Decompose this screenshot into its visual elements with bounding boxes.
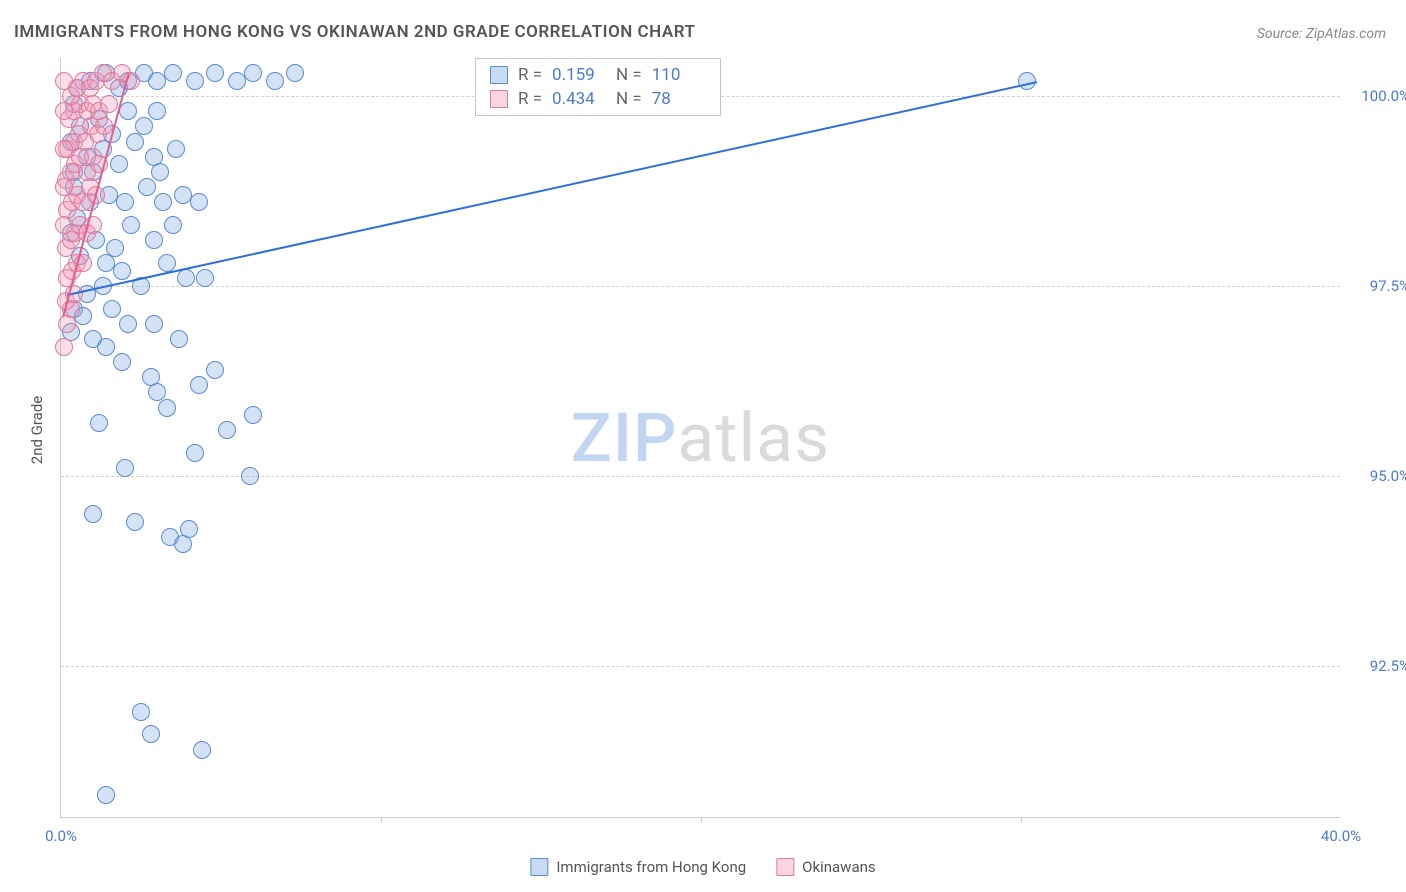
scatter-point [177,269,195,287]
swatch-pink-icon [776,858,794,876]
scatter-point [145,231,163,249]
y-tick-label: 100.0% [1350,87,1406,105]
scatter-point [55,338,73,356]
scatter-point [196,269,214,287]
scatter-chart: ZIPatlas 92.5%95.0%97.5%100.0%0.0%40.0% [60,58,1340,818]
scatter-point [122,216,140,234]
scatter-point [84,505,102,523]
x-tick-label: 0.0% [45,827,77,845]
scatter-point [100,95,118,113]
scatter-point [103,300,121,318]
scatter-point [151,163,169,181]
scatter-point [190,376,208,394]
chart-title: IMMIGRANTS FROM HONG KONG VS OKINAWAN 2N… [14,22,695,42]
swatch-blue-icon [530,858,548,876]
scatter-point [190,193,208,211]
scatter-point [174,535,192,553]
watermark: ZIPatlas [571,398,831,478]
gridline-h [61,666,1340,667]
n-value-okinawa: 78 [652,89,706,109]
scatter-point [164,216,182,234]
scatter-point [135,117,153,135]
scatter-point [138,178,156,196]
scatter-point [158,399,176,417]
y-axis-label: 2nd Grade [28,396,46,464]
scatter-point [186,72,204,90]
scatter-point [97,786,115,804]
watermark-zip: ZIP [571,398,678,478]
scatter-point [132,703,150,721]
scatter-point [145,315,163,333]
scatter-point [206,361,224,379]
scatter-point [126,513,144,531]
r-value-hk: 0.159 [552,65,606,85]
scatter-point [206,64,224,82]
x-tick-label: 40.0% [1321,827,1361,845]
r-label: R = [518,89,542,109]
scatter-point [55,72,73,90]
scatter-point [55,140,73,158]
legend-label-okinawa: Okinawans [802,858,875,876]
scatter-point [55,102,73,120]
scatter-point [110,155,128,173]
gridline-h [61,286,1340,287]
scatter-point [167,140,185,158]
legend-label-hk: Immigrants from Hong Kong [556,858,746,876]
legend-item-hk: Immigrants from Hong Kong [530,858,746,876]
y-tick-label: 92.5% [1350,657,1406,675]
scatter-point [55,216,73,234]
x-tick-mark [701,817,702,823]
swatch-blue-icon [490,66,508,84]
x-tick-mark [381,817,382,823]
scatter-point [97,254,115,272]
legend-row-okinawa: R = 0.434 N = 78 [476,87,720,111]
scatter-point [126,133,144,151]
scatter-point [97,338,115,356]
r-label: R = [518,65,542,85]
scatter-point [113,262,131,280]
r-value-okinawa: 0.434 [552,89,606,109]
scatter-point [186,444,204,462]
scatter-point [55,178,73,196]
y-tick-label: 97.5% [1350,277,1406,295]
legend-item-okinawa: Okinawans [776,858,875,876]
scatter-point [116,193,134,211]
watermark-atlas: atlas [677,398,830,478]
y-tick-label: 95.0% [1350,467,1406,485]
scatter-point [119,102,137,120]
scatter-point [58,315,76,333]
scatter-point [158,254,176,272]
scatter-point [218,421,236,439]
n-label: N = [616,89,642,109]
scatter-point [193,741,211,759]
series-legend: Immigrants from Hong Kong Okinawans [530,858,875,876]
swatch-pink-icon [490,90,508,108]
n-value-hk: 110 [652,65,706,85]
scatter-point [119,315,137,333]
n-label: N = [616,65,642,85]
scatter-point [244,64,262,82]
scatter-point [241,467,259,485]
legend-row-hk: R = 0.159 N = 110 [476,63,720,87]
scatter-point [142,725,160,743]
scatter-point [266,72,284,90]
scatter-point [142,368,160,386]
scatter-point [154,193,172,211]
scatter-point [90,414,108,432]
scatter-point [244,406,262,424]
source-credit: Source: ZipAtlas.com [1257,26,1386,42]
scatter-point [286,64,304,82]
scatter-point [164,64,182,82]
x-tick-mark [1021,817,1022,823]
scatter-point [148,102,166,120]
scatter-point [170,330,188,348]
scatter-point [113,353,131,371]
scatter-point [116,459,134,477]
correlation-legend: R = 0.159 N = 110 R = 0.434 N = 78 [475,58,721,116]
